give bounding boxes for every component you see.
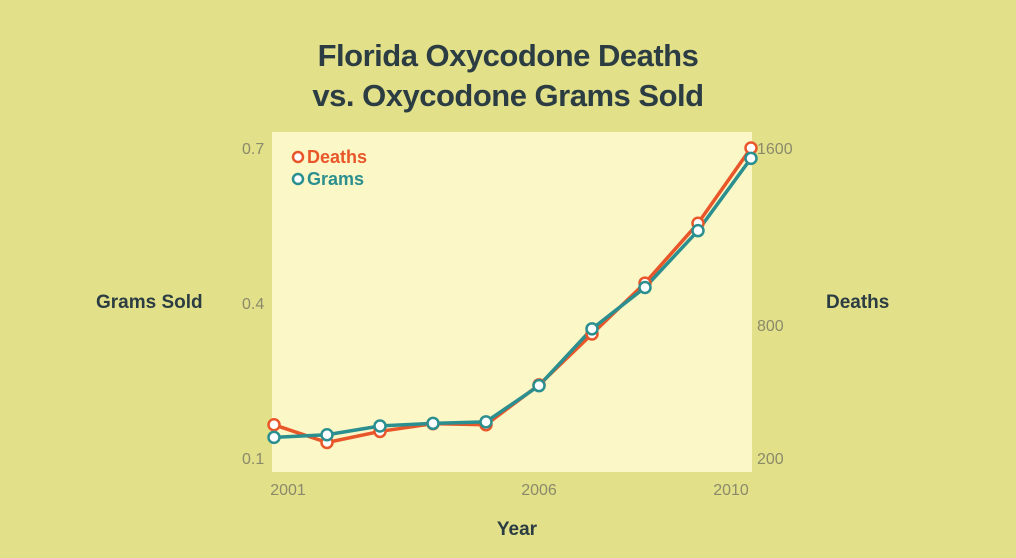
data-point-grams <box>479 415 493 429</box>
data-point-grams <box>320 428 334 442</box>
x-tick-label: 2001 <box>270 482 306 499</box>
right-axis-title: Deaths <box>826 292 890 313</box>
data-point-grams <box>532 378 546 393</box>
left-y-tick-label: 0.1 <box>242 451 264 468</box>
x-tick-label: 2010 <box>713 482 749 499</box>
series-points <box>267 141 758 450</box>
legend-label-grams: Grams <box>307 169 364 189</box>
data-point-grams <box>426 416 440 431</box>
data-point-grams <box>267 430 281 445</box>
chart-title-line-2: vs. Oxycodone Grams Sold <box>312 78 704 113</box>
data-point-grams <box>373 419 387 433</box>
plot-area <box>272 132 752 472</box>
data-point-grams <box>744 151 758 166</box>
data-point-grams <box>638 280 652 295</box>
legend-marker-deaths <box>291 150 305 164</box>
left-y-tick-label: 0.4 <box>242 296 264 313</box>
data-point-deaths <box>267 418 281 432</box>
data-point-grams <box>691 223 705 238</box>
left-axis-title: Grams Sold <box>96 292 203 313</box>
tick-labels: 0.7 0.4 0.1 1600 800 200 2001 2006 2010 <box>242 141 793 499</box>
chart-title-line-1: Florida Oxycodone Deaths <box>317 38 699 73</box>
right-y-tick-label: 800 <box>757 318 784 335</box>
series-line-grams <box>273 157 753 440</box>
data-point-grams <box>585 322 599 336</box>
x-axis-title: Year <box>496 519 538 540</box>
right-y-tick-label: 1600 <box>757 141 793 158</box>
right-y-tick-label: 200 <box>757 451 784 468</box>
legend-label-deaths: Deaths <box>307 147 367 167</box>
legend-marker-grams <box>291 172 305 186</box>
left-y-tick-label: 0.7 <box>242 141 264 158</box>
x-tick-label: 2006 <box>521 482 557 499</box>
series-lines <box>273 146 753 445</box>
chart-title: Florida Oxycodone Deaths vs. Oxycodone G… <box>0 36 1016 116</box>
